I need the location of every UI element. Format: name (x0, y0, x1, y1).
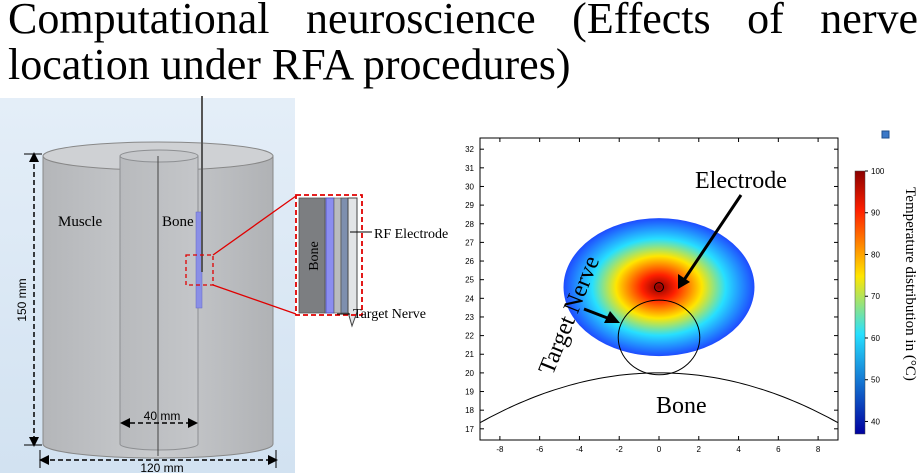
y-tick-label: 29 (465, 201, 474, 210)
y-tick-label: 26 (465, 257, 474, 266)
x-tick-label: 2 (697, 445, 702, 454)
colorbar-tick-label: 40 (871, 417, 880, 426)
y-tick-label: 25 (465, 276, 474, 285)
x-tick-label: -8 (496, 445, 504, 454)
colorbar-tick-label: 100 (871, 167, 885, 176)
y-tick-label: 32 (465, 145, 474, 154)
target-nerve-strip (195, 211, 203, 309)
colorbar-tick-label: 80 (871, 250, 880, 259)
colorbar (854, 170, 866, 435)
y-tick-label: 27 (465, 238, 474, 247)
x-tick-label: 6 (776, 445, 781, 454)
colorbar-tick-label: 60 (871, 334, 880, 343)
y-tick-label: 23 (465, 313, 474, 322)
x-tick-label: -2 (616, 445, 624, 454)
title-line-1: Computational neuroscience (Effects of n… (8, 0, 918, 43)
y-tick-label: 31 (465, 164, 474, 173)
bone-cylinder (119, 149, 199, 451)
inset-target-nerve (325, 197, 335, 314)
outer-width-label: 120 mm (140, 461, 183, 473)
y-tick-label: 17 (465, 425, 474, 434)
y-tick-label: 28 (465, 220, 474, 229)
rf-electrode-label: RF Electrode (374, 227, 448, 242)
y-tick-label: 19 (465, 388, 474, 397)
bone-width-dimension (120, 418, 198, 428)
muscle-label: Muscle (58, 214, 103, 230)
y-tick-label: 22 (465, 332, 474, 341)
zoom-region-box (185, 254, 214, 286)
heat-region (563, 218, 755, 357)
zoom-line-bottom (212, 284, 297, 315)
bone-width-label: 40 mm (144, 409, 181, 423)
inset-electrode-tip (347, 197, 358, 328)
colorbar-tick-label: 70 (871, 292, 880, 301)
colorbar-tick-label: 50 (871, 376, 880, 385)
target-nerve-annotation: Target Nerve (534, 252, 605, 378)
muscle-cylinder (42, 141, 274, 459)
electrode-annotation: Electrode (695, 168, 787, 194)
inset-bone (298, 197, 326, 314)
y-tick-label: 24 (465, 294, 474, 303)
bone-label: Bone (162, 214, 194, 230)
height-label: 150 mm (15, 278, 29, 321)
bone-surface-curve (480, 372, 838, 424)
zoom-line-top (212, 195, 297, 256)
nerve-outline (617, 299, 701, 376)
x-tick-label: 8 (816, 445, 821, 454)
outer-width-dimension (39, 450, 278, 468)
zoom-inset (295, 194, 372, 328)
colorbar-icon (881, 130, 890, 139)
electrode-arrow (678, 194, 743, 289)
y-tick-label: 30 (465, 182, 474, 191)
plot-frame (479, 137, 839, 441)
x-tick-label: -6 (536, 445, 544, 454)
x-tick-label: 4 (736, 445, 741, 454)
colorbar-label: Temperature distribution in (°C) (902, 187, 918, 381)
inset-bone-label: Bone (307, 241, 322, 271)
x-tick-label: 0 (657, 445, 662, 454)
electrode-marker (654, 282, 664, 293)
height-dimension (24, 152, 42, 447)
model-background (0, 98, 295, 473)
bone-annotation: Bone (656, 393, 707, 419)
y-tick-label: 21 (465, 350, 474, 359)
colorbar-tick-label: 90 (871, 209, 880, 218)
title-line-2: location under RFA procedures) (8, 40, 571, 89)
y-tick-label: 18 (465, 406, 474, 415)
y-tick-label: 20 (465, 369, 474, 378)
x-tick-label: -4 (576, 445, 584, 454)
nerve-arrow (583, 307, 620, 323)
target-nerve-label: Target Nerve (353, 307, 426, 322)
